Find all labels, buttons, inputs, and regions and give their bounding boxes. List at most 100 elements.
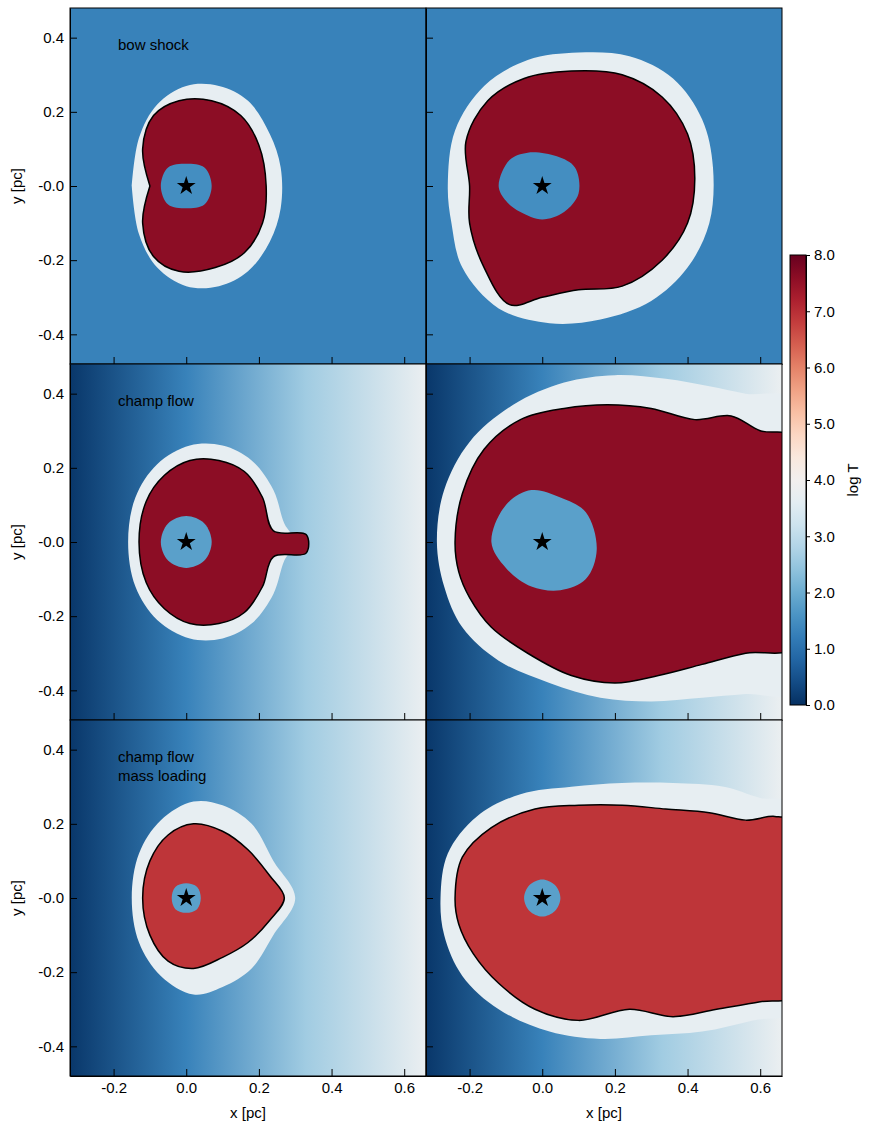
x-tick-label: -0.2: [457, 1079, 483, 1096]
panel: -0.20.00.20.40.6x [pc]: [426, 720, 812, 1121]
x-tick-mark: [332, 1069, 333, 1076]
x-tick: -0.2: [457, 1069, 483, 1096]
y-tick-label: -0.4: [38, 682, 64, 699]
wind-region: [524, 879, 560, 916]
x-tick-label: 0.4: [322, 1079, 343, 1096]
x-tick: 0.4: [678, 1069, 699, 1096]
x-tick-mark: [542, 1069, 543, 1076]
y-tick: [426, 616, 433, 617]
colorbar-tick: 0.0: [806, 696, 835, 713]
y-axis-title: y [pc]: [8, 880, 25, 916]
x-tick: 0.6: [750, 1069, 771, 1096]
y-tick-label: 0.2: [43, 815, 64, 832]
x-tick-label: 0.0: [532, 1079, 553, 1096]
hot-bubble: [139, 459, 309, 625]
colorbar-tick-label: 0.0: [814, 696, 835, 713]
x-tick: [332, 713, 333, 720]
x-tick-mark: [114, 1069, 115, 1076]
x-tick-label: 0.4: [678, 1079, 699, 1096]
shell: [448, 52, 714, 324]
y-tick-label: -0.0: [38, 177, 64, 194]
background: [70, 8, 426, 364]
y-tick-mark: [70, 824, 77, 825]
shell: [132, 84, 282, 288]
colorbar-bar: [790, 255, 806, 705]
y-tick-mark: [426, 468, 433, 469]
colorbar-tick-mark: [806, 593, 810, 594]
star: [533, 176, 552, 194]
plot-area: [70, 364, 426, 720]
x-tick: 0.4: [322, 1069, 343, 1096]
x-tick: 0.6: [394, 1069, 415, 1096]
colorbar-axis: 0.01.02.03.04.05.06.07.08.0: [806, 246, 835, 713]
y-tick-mark: [70, 690, 77, 691]
x-tick-mark: [186, 713, 187, 720]
x-tick-mark: [542, 713, 543, 720]
y-tick-mark: [426, 690, 433, 691]
y-tick-label: -0.2: [38, 251, 64, 268]
y-tick-mark: [426, 260, 433, 261]
y-tick-mark: [70, 38, 77, 39]
x-tick: [760, 357, 761, 364]
y-tick-label: -0.2: [38, 607, 64, 624]
x-tick-mark: [470, 1069, 471, 1076]
y-tick-mark: [426, 824, 433, 825]
colorbar-tick-label: 3.0: [814, 528, 835, 545]
x-tick: 0.0: [532, 1069, 553, 1096]
wind-region: [491, 490, 596, 591]
colorbar-tick-mark: [806, 705, 810, 706]
y-tick-label: -0.4: [38, 326, 64, 343]
y-tick-mark: [70, 898, 77, 899]
wind-region: [161, 164, 212, 209]
x-tick-mark: [470, 357, 471, 364]
panel-title: champ flow: [118, 392, 194, 409]
y-tick-mark: [426, 542, 433, 543]
x-tick-mark: [186, 1069, 187, 1076]
x-tick: [186, 713, 187, 720]
y-tick-label: 0.4: [43, 385, 64, 402]
y-tick: [426, 1046, 433, 1047]
x-tick-label: 0.6: [750, 1079, 771, 1096]
star: [177, 888, 196, 906]
x-tick-mark: [404, 357, 405, 364]
x-tick: [404, 357, 405, 364]
y-tick-mark: [426, 616, 433, 617]
y-axis-title: y [pc]: [8, 168, 25, 204]
y-tick: 0.2: [43, 815, 77, 832]
hot-bubble: [143, 99, 267, 272]
y-tick-label: 0.4: [43, 741, 64, 758]
y-tick: 0.4: [43, 385, 77, 402]
y-tick-mark: [426, 394, 433, 395]
wind-region: [161, 516, 212, 568]
y-tick: -0.2: [38, 963, 77, 980]
y-tick-mark: [70, 972, 77, 973]
x-tick: [615, 357, 616, 364]
x-tick: [615, 713, 616, 720]
y-tick-mark: [70, 542, 77, 543]
frame: [70, 364, 426, 720]
colorbar-tick-mark: [806, 649, 810, 650]
colorbar-tick: 8.0: [806, 246, 835, 263]
hot-bubble: [455, 805, 782, 1021]
colorbar-tick-mark: [806, 424, 810, 425]
x-tick-mark: [259, 357, 260, 364]
colorbar-tick-label: 4.0: [814, 471, 835, 488]
plot-area: [426, 8, 782, 364]
colorbar-tick-label: 1.0: [814, 640, 835, 657]
y-axis-title: y [pc]: [8, 524, 25, 560]
frame: [70, 720, 426, 1076]
y-tick-mark: [70, 334, 77, 335]
y-tick: -0.4: [38, 326, 77, 343]
x-axis: -0.2 0.0 0.2 0.4 0.6: [427, 1069, 783, 1096]
x-axis: [71, 357, 427, 365]
y-tick-label: 0.2: [43, 459, 64, 476]
x-tick: [259, 713, 260, 720]
x-tick-label: 0.0: [176, 1079, 197, 1096]
x-tick: [259, 357, 260, 364]
shell: [132, 801, 295, 995]
x-tick-mark: [114, 357, 115, 364]
x-tick: 0.2: [605, 1069, 626, 1096]
y-tick: [426, 260, 433, 261]
y-tick: -0.0: [38, 533, 77, 550]
y-tick-mark: [70, 616, 77, 617]
